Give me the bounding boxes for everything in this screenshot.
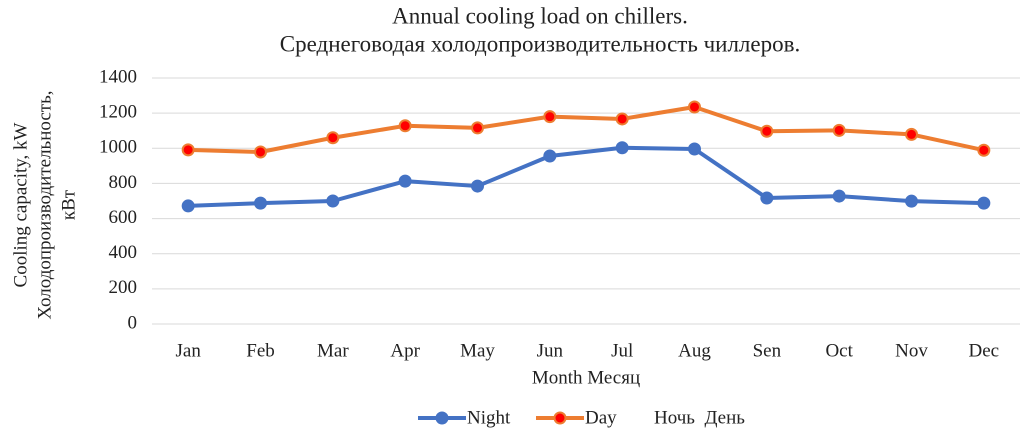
x-tick-label: Dec (969, 340, 1000, 361)
y-tick-label: 1000 (99, 137, 137, 158)
data-point (398, 119, 412, 133)
series-line (188, 145, 984, 208)
data-point (181, 199, 195, 213)
data-point (471, 179, 484, 193)
data-point (543, 149, 557, 163)
data-point (905, 127, 918, 141)
data-point (471, 121, 484, 135)
data-point (254, 196, 267, 210)
x-tick-label: Jan (176, 340, 202, 361)
data-point (832, 123, 846, 137)
data-point (977, 143, 991, 157)
data-point (760, 124, 774, 138)
y-tick-label: 200 (109, 277, 138, 298)
y-tick-label: 1400 (99, 66, 137, 87)
legend-marker (435, 411, 449, 425)
data-point (326, 131, 340, 145)
data-point (615, 112, 629, 126)
x-tick-label: Nov (895, 340, 928, 361)
series-line (188, 104, 985, 154)
x-tick-label: Feb (246, 340, 275, 361)
x-tick-label: Aug (678, 340, 711, 361)
y-tick-label: 600 (109, 207, 138, 228)
legend-label: Night (467, 407, 511, 428)
x-tick-label: Sen (753, 340, 782, 361)
y-axis-label: кВт (58, 189, 79, 220)
y-tick-label: 800 (109, 172, 138, 193)
x-tick-label: Jun (537, 340, 564, 361)
data-point (832, 189, 846, 203)
data-point (254, 145, 267, 159)
x-axis-label: Month Месяц (532, 367, 640, 388)
legend-marker (553, 411, 567, 425)
data-point (181, 143, 195, 157)
y-tick-label: 0 (128, 312, 138, 333)
y-tick-label: 1200 (99, 102, 137, 123)
x-tick-label: Mar (317, 340, 349, 361)
data-point (905, 194, 918, 208)
data-point (398, 174, 412, 188)
data-point (688, 142, 701, 156)
data-point (977, 196, 991, 210)
x-tick-label: May (460, 340, 495, 361)
chart-title: Annual cooling load on chillers. (392, 3, 688, 28)
y-axis-label: Cooling capacity, kW (10, 122, 31, 287)
y-axis-label: Холодопроизводительность, (34, 90, 55, 319)
legend-label: Day (585, 407, 617, 428)
x-tick-label: Apr (390, 340, 420, 361)
x-tick-label: Oct (825, 340, 853, 361)
data-point (326, 194, 340, 208)
data-point (543, 110, 557, 124)
chart-title: Среднеговодая холодопроизводительность ч… (280, 31, 800, 56)
y-tick-label: 400 (109, 242, 138, 263)
x-tick-label: Jul (611, 340, 633, 361)
data-point (688, 100, 701, 114)
data-point (760, 191, 774, 205)
legend-note: Ночь День (654, 407, 745, 428)
data-point (615, 141, 629, 155)
